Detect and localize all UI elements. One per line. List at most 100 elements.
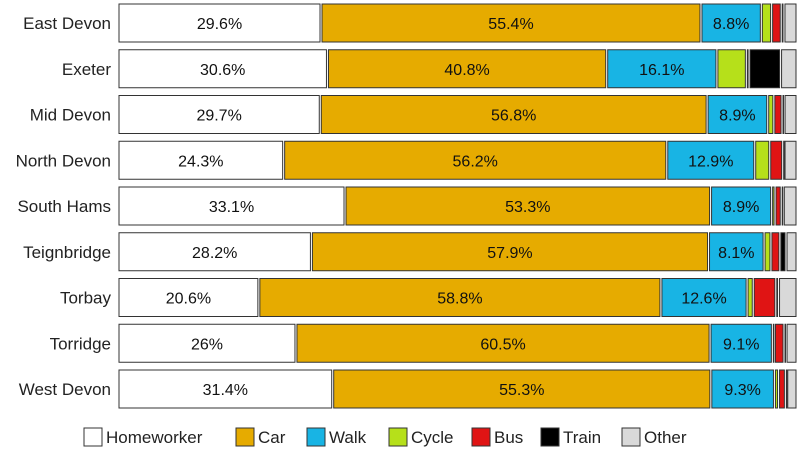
data-label-car-east-devon: 55.4%	[488, 16, 533, 33]
data-label-walk-torridge: 9.1%	[723, 336, 759, 353]
bar-bus-exeter	[746, 49, 749, 89]
legend-label-car: Car	[258, 428, 286, 447]
legend: Homeworker Car Walk Cycle Bus Train Other	[83, 427, 687, 447]
bar-car-teignbridge	[311, 232, 709, 272]
legend-label-other: Other	[644, 428, 687, 447]
bar-other-torridge	[786, 323, 797, 363]
legend-label-cycle: Cycle	[411, 428, 454, 447]
data-label-homeworker-west-devon: 31.4%	[203, 382, 248, 399]
data-label-car-torbay: 58.8%	[437, 291, 482, 308]
bar-other-west-devon	[787, 369, 797, 409]
bar-train-west-devon	[785, 369, 788, 409]
bar-homeworker-east-devon	[118, 3, 321, 43]
bar-cycle-torbay	[747, 278, 753, 317]
bar-cycle-west-devon	[774, 369, 779, 409]
bar-cycle-mid-devon	[768, 95, 774, 134]
bar-walk-south-hams	[711, 186, 772, 226]
bar-cycle-exeter	[717, 49, 746, 89]
bar-train-exeter	[749, 49, 781, 89]
bar-homeworker-mid-devon	[118, 95, 320, 134]
category-label-teignbridge: Teignbridge	[23, 243, 111, 262]
bar-car-torridge	[296, 323, 710, 363]
category-label-exeter: Exeter	[62, 60, 111, 79]
data-label-walk-teignbridge: 8.1%	[718, 245, 754, 262]
bar-walk-west-devon	[711, 369, 774, 409]
bar-bus-teignbridge	[771, 232, 780, 272]
legend-swatch-walk	[306, 427, 326, 447]
bar-car-torbay	[259, 278, 661, 317]
bar-cycle-teignbridge	[764, 232, 771, 272]
legend-swatch-bus	[471, 427, 491, 447]
bar-other-south-hams	[783, 186, 797, 226]
bar-walk-teignbridge	[709, 232, 764, 272]
data-label-car-mid-devon: 56.8%	[491, 108, 536, 125]
bar-car-west-devon	[333, 369, 711, 409]
data-label-car-torridge: 60.5%	[480, 336, 525, 353]
bar-car-east-devon	[321, 3, 701, 43]
bar-train-south-hams	[781, 186, 784, 226]
bar-bus-west-devon	[779, 369, 785, 409]
data-label-homeworker-torridge: 26%	[191, 336, 223, 353]
bar-homeworker-south-hams	[118, 186, 345, 226]
bar-other-exeter	[781, 49, 797, 89]
bar-walk-mid-devon	[707, 95, 768, 134]
bar-walk-north-devon	[667, 140, 755, 180]
bar-cycle-east-devon	[761, 3, 772, 43]
data-label-car-south-hams: 53.3%	[505, 199, 550, 216]
bar-train-torbay	[776, 278, 779, 317]
category-label-mid-devon: Mid Devon	[30, 106, 111, 125]
category-labels: East Devon Exeter Mid Devon North Devon Sout…	[16, 14, 112, 399]
bar-cycle-north-devon	[755, 140, 770, 180]
bar-homeworker-torridge	[118, 323, 296, 363]
legend-swatch-car	[235, 427, 255, 447]
legend-label-walk: Walk	[329, 428, 367, 447]
bar-car-mid-devon	[320, 95, 707, 134]
bar-walk-exeter	[607, 49, 717, 89]
data-label-walk-east-devon: 8.8%	[713, 16, 749, 33]
legend-label-homeworker: Homeworker	[106, 428, 203, 447]
bar-other-torbay	[779, 278, 797, 317]
data-label-homeworker-teignbridge: 28.2%	[192, 245, 237, 262]
data-label-homeworker-east-devon: 29.6%	[197, 16, 242, 33]
bar-train-mid-devon	[782, 95, 785, 134]
category-label-north-devon: North Devon	[16, 151, 111, 170]
legend-label-train: Train	[563, 428, 601, 447]
data-label-homeworker-south-hams: 33.1%	[209, 199, 254, 216]
bar-train-torridge	[784, 323, 786, 363]
data-label-homeworker-mid-devon: 29.7%	[196, 108, 241, 125]
bar-car-exeter	[327, 49, 607, 89]
bar-walk-east-devon	[701, 3, 761, 43]
data-label-walk-west-devon: 9.3%	[724, 382, 760, 399]
bar-homeworker-north-devon	[118, 140, 284, 180]
data-label-walk-exeter: 16.1%	[639, 62, 684, 79]
category-label-west-devon: West Devon	[19, 380, 111, 399]
data-label-car-exeter: 40.8%	[444, 62, 489, 79]
data-label-walk-mid-devon: 8.9%	[719, 108, 755, 125]
data-label-walk-south-hams: 8.9%	[723, 199, 759, 216]
category-label-torridge: Torridge	[50, 334, 111, 353]
legend-swatch-other	[621, 427, 641, 447]
data-label-car-north-devon: 56.2%	[453, 153, 498, 170]
data-label-car-west-devon: 55.3%	[499, 382, 544, 399]
category-label-torbay: Torbay	[60, 289, 112, 308]
bar-bus-east-devon	[772, 3, 781, 43]
bar-bus-torbay	[753, 278, 776, 317]
legend-swatch-train	[540, 427, 560, 447]
bar-walk-torbay	[661, 278, 747, 317]
bar-walk-torridge	[710, 323, 772, 363]
bar-train-east-devon	[781, 3, 784, 43]
bar-homeworker-west-devon	[118, 369, 333, 409]
data-label-homeworker-torbay: 20.6%	[166, 291, 211, 308]
bar-car-north-devon	[284, 140, 667, 180]
data-label-homeworker-exeter: 30.6%	[200, 62, 245, 79]
legend-swatch-cycle	[388, 427, 408, 447]
bar-train-north-devon	[783, 140, 785, 180]
data-label-homeworker-north-devon: 24.3%	[178, 153, 223, 170]
bar-other-mid-devon	[784, 95, 797, 134]
bar-bus-mid-devon	[774, 95, 782, 134]
legend-swatch-homeworker	[83, 427, 103, 447]
bar-bus-south-hams	[775, 186, 781, 226]
bar-homeworker-torbay	[118, 278, 259, 317]
category-label-south-hams: South Hams	[17, 197, 111, 216]
category-label-east-devon: East Devon	[23, 14, 111, 33]
